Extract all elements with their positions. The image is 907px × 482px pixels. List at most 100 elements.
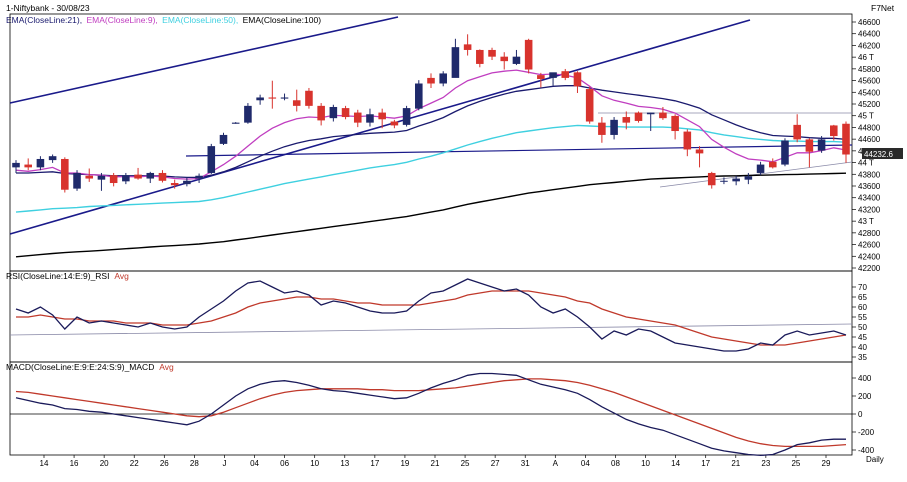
chart-title: 1-Niftybank - 30/08/23: [6, 3, 90, 13]
date-tick-label: 10: [641, 459, 650, 468]
candle-body: [842, 123, 850, 155]
candle-body: [61, 158, 69, 190]
macd-tick-label: 400: [858, 374, 872, 383]
candle-body: [439, 73, 447, 84]
price-tick-label: 45600: [858, 77, 881, 86]
rsi-tick-label: 55: [858, 313, 867, 322]
price-tick-label: 43200: [858, 205, 881, 214]
candle-body: [366, 114, 374, 123]
candle-body: [768, 161, 777, 168]
candle-body: [378, 112, 386, 120]
candle-body: [256, 97, 264, 101]
price-tick-label: 46 T: [858, 53, 874, 62]
date-tick-label: 10: [310, 459, 319, 468]
date-tick-label: 08: [611, 459, 620, 468]
macd-axis: 400 200 0 -200 -400: [852, 374, 875, 455]
macd-legend: MACD(CloseLine:E:9:E:24:S:9)_MACD Avg: [6, 362, 174, 372]
candle-body: [305, 90, 313, 106]
candle-body: [707, 172, 716, 186]
trendlines: [9, 16, 853, 336]
price-tick-label: 44600: [858, 135, 881, 144]
date-tick-label: 27: [491, 459, 500, 468]
candle-body: [341, 108, 350, 118]
price-tick-label: 44 T: [858, 159, 874, 168]
date-tick-label: 21: [731, 459, 740, 468]
ema9-line: [15, 69, 847, 180]
ema21-line: [16, 85, 847, 179]
legend-ema100: EMA(CloseLine:100): [243, 15, 322, 25]
candle-body: [488, 49, 496, 57]
candle-body: [659, 112, 667, 119]
candle-body: [695, 149, 704, 154]
candle-body: [634, 112, 643, 121]
candle-body: [549, 72, 557, 78]
rsi-avg-line: [16, 290, 847, 346]
candle-body: [512, 56, 521, 64]
candle-body: [427, 77, 435, 84]
date-tick-label: 26: [160, 459, 169, 468]
candle-body: [756, 164, 765, 173]
candle-body: [463, 44, 472, 50]
macd-legend-avg: Avg: [159, 362, 174, 372]
candle-body: [744, 176, 753, 180]
candle-body: [109, 175, 118, 184]
macd-tick-label: -200: [858, 428, 875, 437]
price-tick-label: 43400: [858, 194, 881, 203]
rsi-tick-label: 45: [858, 333, 867, 342]
date-tick-label: 21: [431, 459, 440, 468]
rsi-trendline: [9, 323, 853, 336]
candle-body: [97, 175, 106, 180]
rsi-lines: [15, 278, 847, 352]
candle-body: [48, 156, 57, 161]
candle-body: [537, 75, 545, 80]
last-price-tag: [862, 148, 903, 159]
candle-body: [146, 172, 155, 179]
candle-body: [36, 158, 45, 168]
macd-legend-name: MACD(CloseLine:E:9:E:24:S:9)_MACD: [6, 362, 154, 372]
price-tick-label: 42200: [858, 264, 881, 273]
date-tick-label: A: [553, 459, 559, 468]
legend-ema21: EMA(CloseLine:21),: [6, 15, 82, 25]
date-tick-label: 17: [370, 459, 379, 468]
candle-body: [85, 175, 94, 179]
candle-body: [646, 112, 655, 115]
candle-body: [561, 71, 570, 78]
rsi-tick-label: 65: [858, 293, 867, 302]
trendline-upper-channel: [9, 16, 399, 104]
rsi-legend-avg: Avg: [114, 271, 129, 281]
candle-body: [732, 178, 740, 182]
candle-body: [329, 106, 338, 119]
candle-body: [158, 172, 167, 181]
candle-body: [390, 121, 399, 126]
date-tick-label: 04: [250, 459, 259, 468]
panel-frame-0: [9, 13, 853, 272]
candle-body: [585, 89, 594, 122]
candle-body: [292, 100, 301, 106]
macd-tick-label: 200: [858, 392, 872, 401]
rsi-legend-name: RSI(CloseLine:14:E:9)_RSI: [6, 271, 109, 281]
panel-frame-1: [9, 270, 853, 363]
price-tick-label: 45 T: [858, 112, 874, 121]
date-tick-label: 31: [521, 459, 530, 468]
candle-body: [805, 139, 814, 152]
date-axis: 14 16 20 22 26 28 J 04 06 10 13 17 19 21 25 27 31 A 04 08 10…: [40, 455, 831, 468]
panel-frames: [9, 13, 853, 456]
last-price: 44232.6: [864, 150, 893, 159]
rsi-tick-label: 40: [858, 343, 867, 352]
macd-line: [15, 372, 846, 457]
rsi-tick-label: 70: [858, 283, 867, 292]
date-tick-label: 13: [340, 459, 349, 468]
price-tick-label: 42400: [858, 252, 881, 261]
candle-body: [280, 97, 289, 99]
candle-body: [830, 125, 838, 137]
candle-body: [134, 174, 142, 179]
candle-body: [24, 164, 32, 168]
trendline-horizontal: [185, 144, 853, 157]
legend-ema50: EMA(CloseLine:50),: [162, 15, 238, 25]
price-tick-label: 43600: [858, 182, 881, 191]
candle-body: [170, 183, 179, 186]
macd-lines: [15, 372, 847, 457]
candle-body: [683, 131, 692, 150]
